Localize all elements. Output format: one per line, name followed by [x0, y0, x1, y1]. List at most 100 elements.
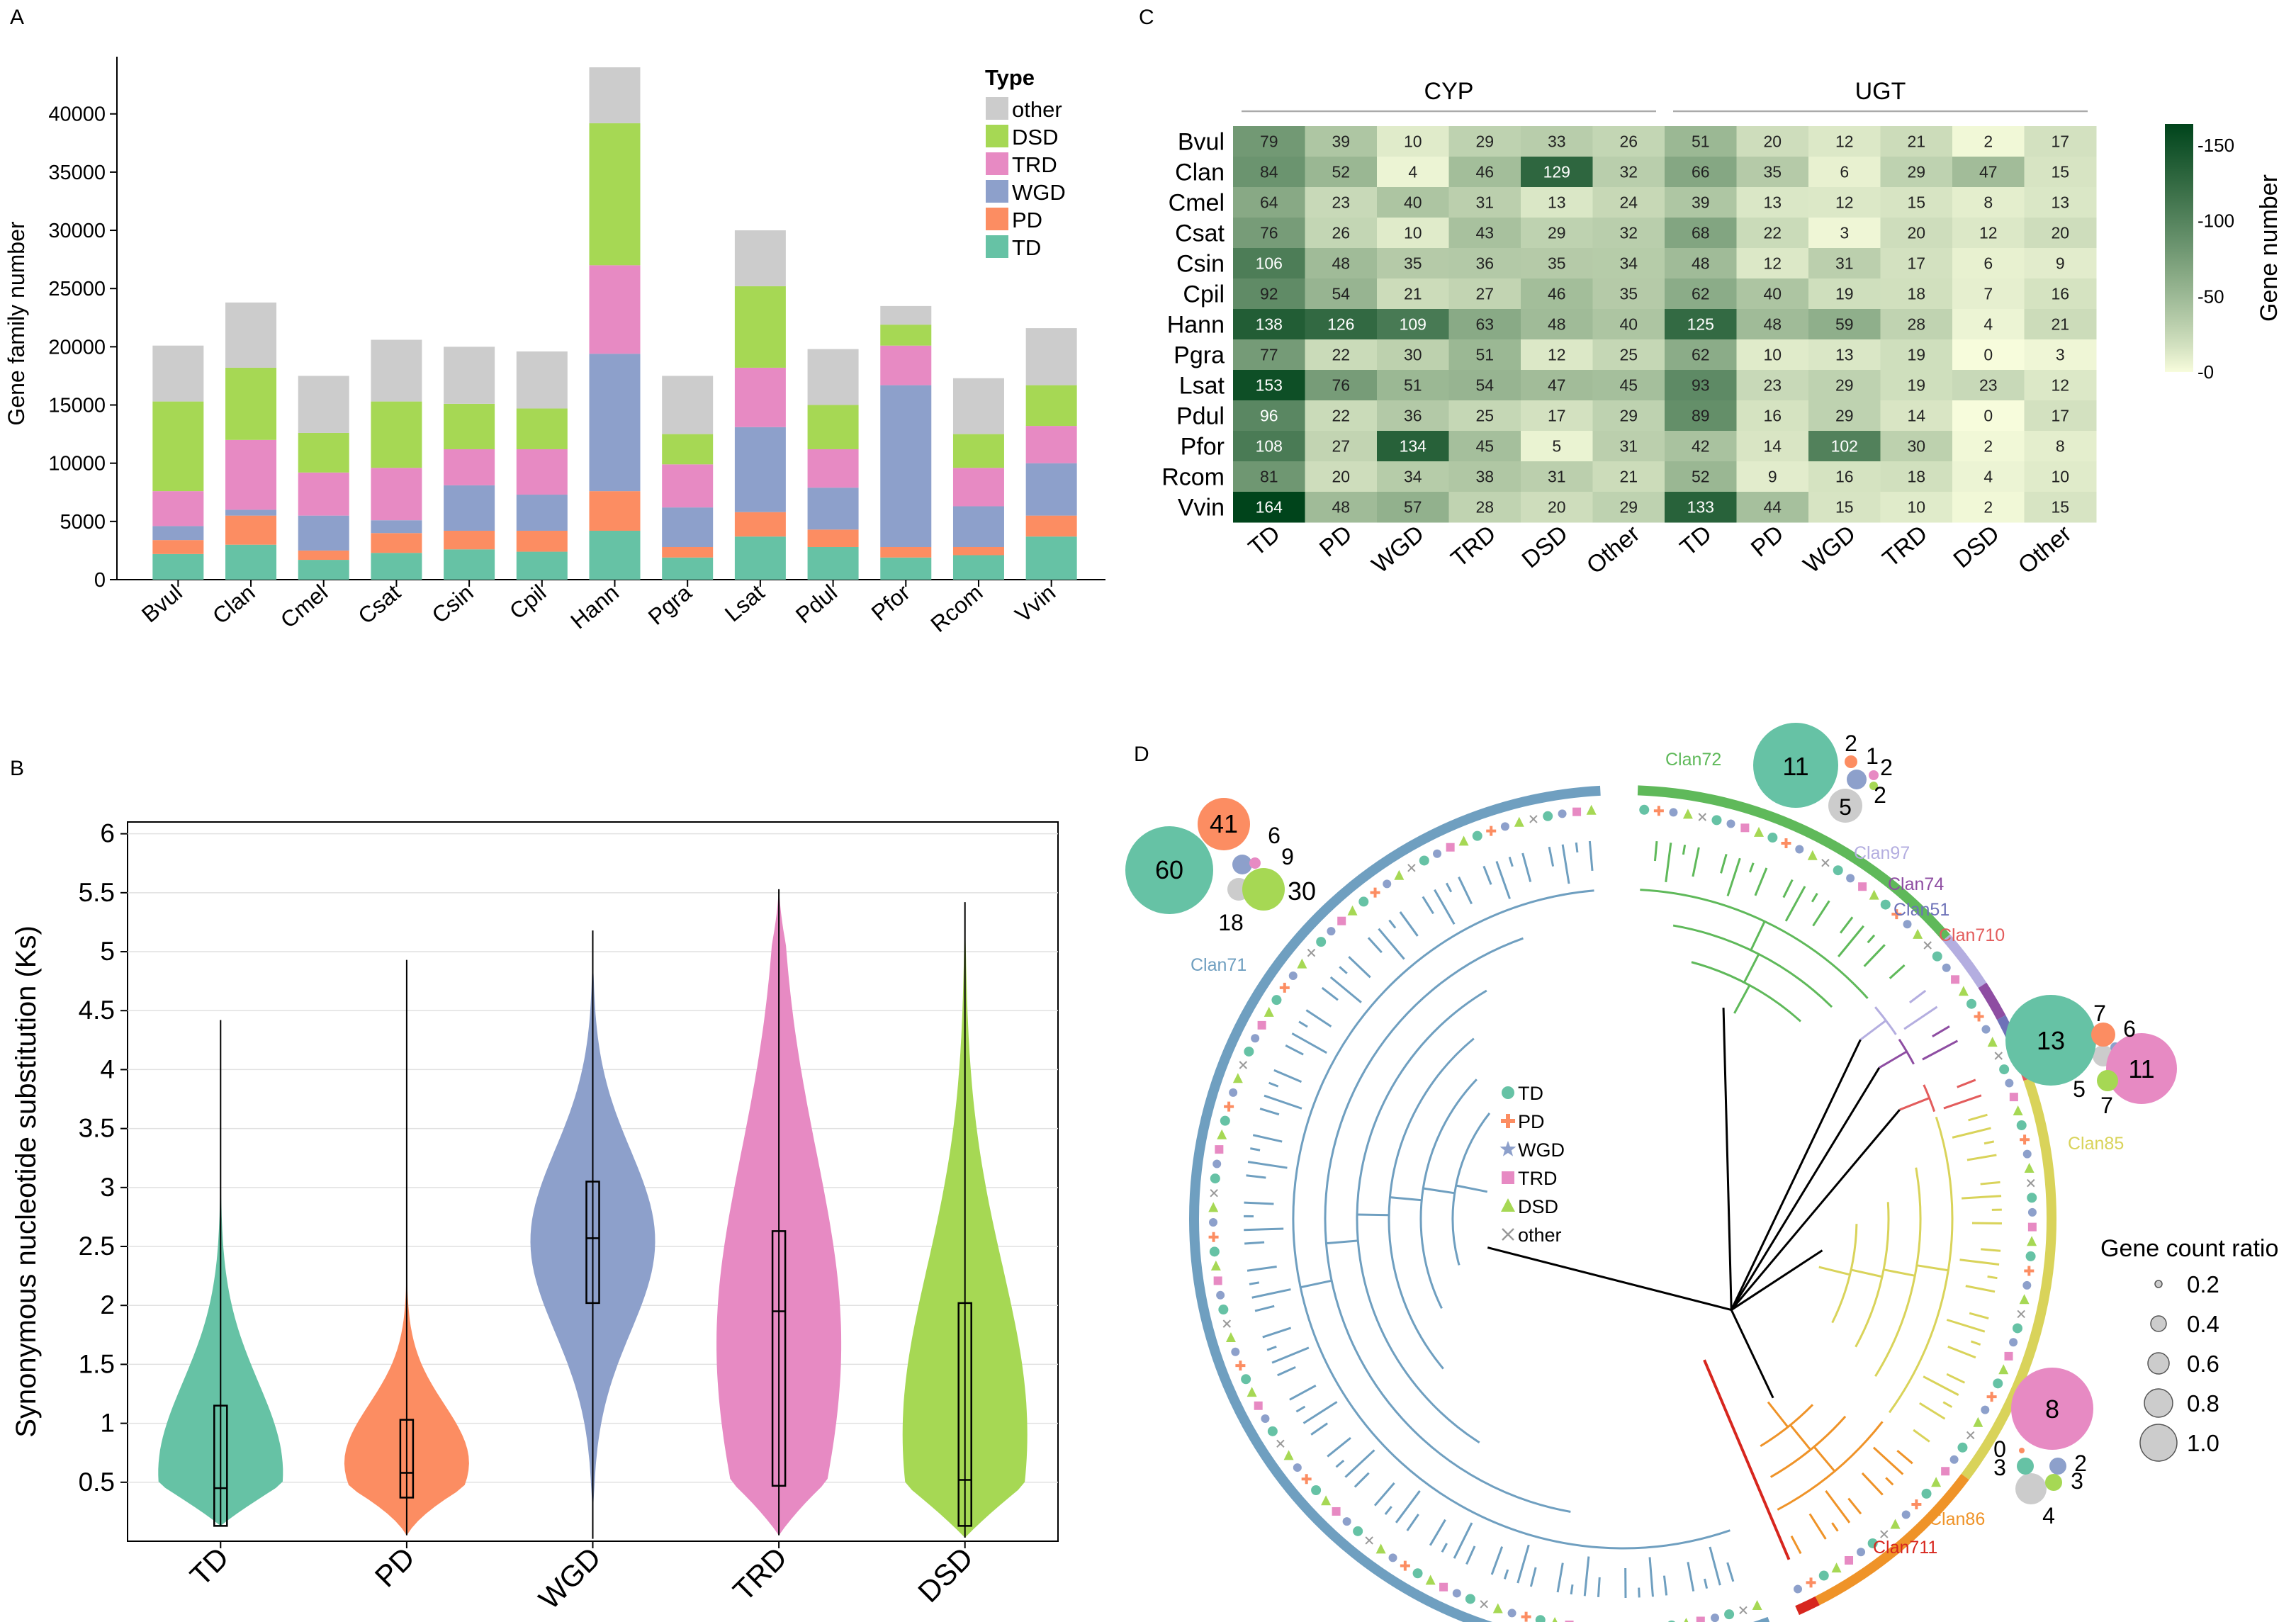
tip-symbol-other	[1239, 1061, 1247, 1069]
tree-branch	[1453, 1522, 1473, 1559]
tree-branch	[1406, 1514, 1419, 1531]
row-label: Clan	[1175, 159, 1225, 186]
tip-symbol-td	[1966, 998, 1977, 1009]
tree-branch	[1434, 889, 1456, 925]
heatmap-cell	[2024, 126, 2097, 157]
heatmap-cell	[2024, 218, 2097, 249]
bubble-count-label: 11	[1782, 752, 1808, 781]
heatmap-cell	[1305, 431, 1378, 462]
cell-value: 48	[1548, 315, 1566, 334]
tree-branch	[1422, 896, 1434, 915]
bar-segment-dsd	[880, 325, 932, 346]
tree-branch	[1327, 1436, 1351, 1458]
bar-segment-wgd	[444, 485, 495, 531]
tip-symbol-trd	[1257, 1020, 1266, 1030]
tip-symbol-dsd	[1347, 905, 1358, 916]
cell-value: 79	[1260, 133, 1278, 151]
tree-branch	[1968, 1113, 1988, 1122]
tree-branch	[1273, 1069, 1302, 1083]
cell-value: 17	[2051, 407, 2069, 425]
x-tick-label: WGD	[532, 1541, 607, 1616]
panel-label-a: A	[10, 6, 24, 29]
cell-value: 76	[1260, 224, 1278, 242]
tip-symbol-dsd	[1998, 1364, 2009, 1375]
tip-symbol-other	[1407, 864, 1416, 872]
bar-segment-dsd	[152, 401, 204, 492]
heatmap-cell	[1305, 339, 1378, 371]
bar-segment-other	[516, 351, 568, 409]
heatmap-cell	[1808, 339, 1881, 371]
size-legend-label: 0.4	[2187, 1311, 2219, 1337]
heatmap-cell	[1521, 339, 1593, 371]
cell-value: 29	[1548, 224, 1566, 242]
tip-symbol-td	[1244, 1046, 1254, 1057]
heatmap-cell	[1952, 492, 2025, 523]
cell-value: 44	[1763, 498, 1782, 517]
tree-backbone	[1730, 1039, 1862, 1311]
cell-value: 129	[1543, 163, 1570, 181]
heatmap-cell	[1736, 187, 1809, 218]
cell-value: 23	[1763, 376, 1782, 395]
bubble-trd	[1869, 770, 1879, 780]
tip-symbol-wgd	[1231, 1347, 1240, 1356]
bar-segment-trd	[734, 367, 786, 427]
legend-symbol	[1502, 1171, 1514, 1184]
bubble-other	[2015, 1473, 2047, 1504]
tip-symbol-wgd	[1669, 808, 1678, 817]
bubble-count-label: 3	[1993, 1455, 2006, 1480]
tip-symbol-dsd	[1247, 1387, 1257, 1397]
bubble-dsd	[2045, 1474, 2062, 1491]
bubble-td	[2005, 995, 2096, 1086]
tip-symbol-other	[1739, 1606, 1748, 1615]
bar-segment-td	[298, 560, 349, 580]
heatmap-cell	[1808, 248, 1881, 279]
tip-symbol-td	[1921, 1488, 1932, 1499]
bubble-count-label: 0	[1993, 1436, 2006, 1462]
column-label: PD	[1315, 520, 1358, 562]
tree-branch	[1429, 1519, 1446, 1546]
size-legend-label: 0.8	[2187, 1390, 2219, 1417]
heatmap-cell	[1665, 492, 1737, 523]
cell-value: 0	[1983, 346, 1993, 364]
bubble-other	[1828, 789, 1862, 823]
row-label: Bvul	[1178, 129, 1225, 156]
tip-symbol-dsd	[1913, 928, 1923, 939]
cell-value: 28	[1475, 498, 1494, 517]
tree-branch	[1782, 879, 1794, 899]
heatmap-cell	[1665, 461, 1737, 492]
tree-branch	[1665, 843, 1672, 883]
x-tick-label: Pfor	[867, 580, 915, 626]
bar-segment-td	[952, 555, 1004, 580]
bubble-count-label: 18	[1218, 910, 1244, 935]
tip-symbol-dsd	[1283, 1450, 1294, 1460]
tree-branch	[1298, 1020, 1308, 1028]
tip-symbol-td	[1999, 1064, 2010, 1075]
tip-symbol-dsd	[1514, 816, 1524, 827]
tree-branch	[1923, 1375, 1959, 1396]
tip-symbol-td	[1767, 833, 1778, 843]
legend-label: other	[1518, 1224, 1562, 1246]
tree-branch	[1277, 1365, 1296, 1377]
legend-label: PD	[1012, 208, 1042, 232]
cell-value: 93	[1692, 376, 1710, 395]
bar-segment-wgd	[371, 520, 422, 534]
cell-value: 62	[1692, 285, 1710, 303]
bubble-pd	[1845, 755, 1857, 768]
cell-value: 15	[1835, 498, 1854, 517]
y-tick-label: 30000	[48, 220, 106, 242]
cell-value: 21	[1404, 285, 1422, 303]
bar-segment-wgd	[734, 427, 786, 512]
tree-branch	[1548, 846, 1555, 867]
tree-branch	[1847, 1497, 1862, 1515]
clade-ring-clan711	[1795, 1596, 1820, 1616]
heatmap-cell	[1880, 157, 1953, 188]
bar-segment-pd	[952, 546, 1004, 556]
heatmap-cell	[1952, 248, 2025, 279]
x-tick-label: Csat	[353, 580, 405, 629]
tree-branch	[1271, 1346, 1310, 1364]
tip-symbol-other	[1821, 858, 1830, 867]
heatmap-cell	[1880, 187, 1953, 218]
bar-segment-dsd	[734, 286, 786, 368]
cell-value: 133	[1687, 498, 1714, 517]
bubble-count-label: 6	[1268, 823, 1281, 848]
